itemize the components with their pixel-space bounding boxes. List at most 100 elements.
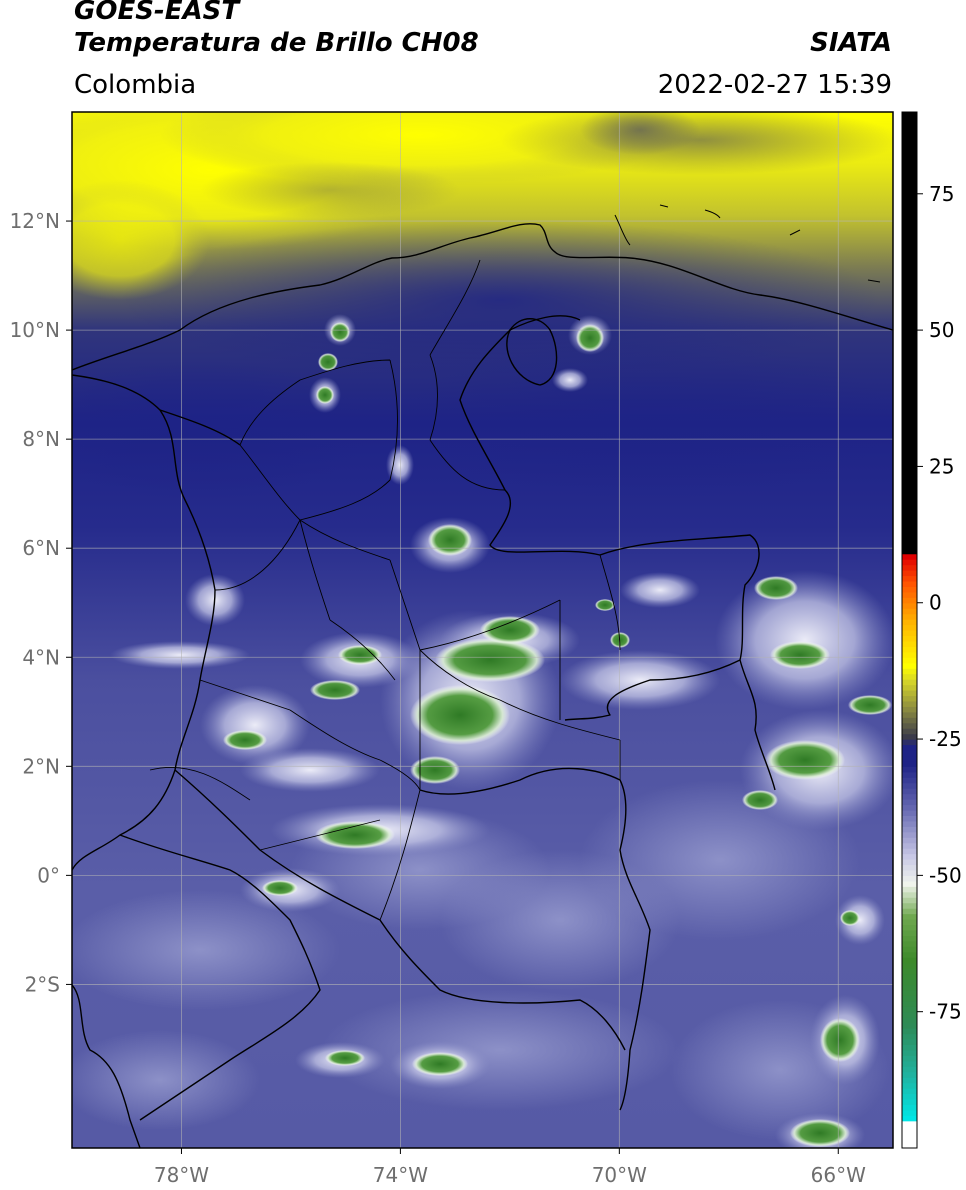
colorbar-step	[902, 264, 917, 271]
colorbar-step	[902, 428, 917, 435]
colorbar-step	[902, 924, 917, 931]
colorbar-step	[902, 270, 917, 277]
colorbar-step	[902, 450, 917, 457]
border-panama-colombia	[159, 409, 241, 446]
colorbar-step	[902, 886, 917, 893]
country-borders	[72, 204, 893, 1148]
colorbar-step	[902, 341, 917, 348]
colorbar-step	[902, 313, 917, 320]
border-venezuela-brazil	[564, 659, 741, 721]
colorbar-step	[902, 749, 917, 757]
border-colombia-peru	[174, 769, 626, 1051]
lat-tick-label-5: 2°N	[22, 754, 60, 778]
colorbar-step	[902, 962, 917, 969]
colorbar-step	[902, 929, 917, 936]
colorbar-step	[902, 177, 917, 184]
colorbar-step	[902, 210, 917, 217]
colorbar-step	[902, 1137, 917, 1144]
border-venezuela-interior	[459, 315, 581, 491]
colorbar-step	[902, 831, 917, 838]
colorbar-step	[902, 793, 917, 800]
colorbar-step	[902, 580, 917, 587]
colorbar-step	[902, 139, 917, 146]
colorbar-step	[902, 466, 917, 473]
colorbar-step	[902, 788, 917, 795]
colorbar-step	[902, 717, 917, 724]
colorbar-step	[902, 362, 917, 369]
colorbar-step	[902, 918, 917, 926]
colorbar-step	[902, 335, 917, 342]
colorbar-step	[902, 1022, 917, 1029]
colorbar-step	[902, 1060, 917, 1067]
colorbar-step	[902, 815, 917, 822]
colorbar-step	[902, 122, 917, 129]
colorbar-step	[902, 553, 917, 560]
lat-tick-label-4: 4°N	[22, 645, 60, 669]
colorbar-step	[902, 777, 917, 784]
colorbar-step	[902, 324, 917, 331]
colorbar-step	[902, 613, 917, 620]
colorbar-step	[902, 657, 917, 664]
colorbar-step	[902, 237, 917, 244]
colorbar-step	[902, 542, 917, 549]
colorbar-step	[902, 662, 917, 669]
colorbar-step	[902, 635, 917, 642]
colorbar-ticks: 75 50 25 0 -25 -50 -75	[917, 182, 962, 1024]
colorbar-step	[902, 510, 917, 517]
lon-tick-label-2: 70°W	[592, 1163, 647, 1187]
colorbar-step	[902, 630, 917, 637]
colorbar-step	[902, 946, 917, 953]
coastline-pacific	[72, 374, 216, 871]
colorbar-step	[902, 706, 917, 713]
colorbar-step	[902, 957, 917, 964]
colorbar-step	[902, 679, 917, 686]
colorbar-step	[902, 968, 917, 975]
colorbar: 75 50 25 0 -25 -50 -75	[901, 111, 962, 1149]
coastline-caribbean	[72, 223, 893, 371]
colorbar-step	[902, 973, 917, 980]
colorbar-step	[902, 869, 917, 876]
border-colombia-venezuela	[489, 489, 776, 791]
colorbar-step	[902, 150, 917, 157]
colorbar-step	[902, 684, 917, 691]
colorbar-step	[902, 575, 917, 582]
colorbar-step	[902, 188, 917, 195]
colorbar-step	[902, 286, 917, 293]
colorbar-tick-label-6: -75	[929, 1000, 962, 1024]
colorbar-step	[902, 477, 917, 484]
colorbar-step	[902, 848, 917, 855]
colorbar-step	[902, 799, 917, 806]
colorbar-step	[902, 940, 917, 947]
colorbar-step	[902, 984, 917, 991]
colorbar-step	[902, 1098, 917, 1105]
lon-tick-label-0: 78°W	[154, 1163, 209, 1187]
colorbar-step	[902, 1115, 917, 1122]
colorbar-step	[902, 161, 917, 168]
lake-maracaibo	[506, 318, 558, 386]
map-frame	[71, 111, 894, 1149]
graticule	[72, 112, 893, 1148]
colorbar-step	[902, 406, 917, 413]
colorbar-step	[902, 504, 917, 511]
region-label: Colombia	[74, 70, 197, 100]
colorbar-step	[902, 978, 917, 986]
colorbar-step	[902, 608, 917, 615]
lat-tick-label-6: 0°	[37, 863, 60, 887]
colorbar-step	[902, 297, 917, 304]
colorbar-step	[902, 537, 917, 544]
colorbar-step	[902, 275, 917, 282]
colorbar-step	[902, 330, 917, 337]
colorbar-tick-label-2: 25	[929, 454, 954, 478]
colorbar-step	[902, 488, 917, 495]
colorbar-step	[902, 471, 917, 478]
colorbar-step	[902, 913, 917, 920]
lat-tick-label-2: 8°N	[22, 427, 60, 451]
colorbar-step	[902, 515, 917, 522]
latitude-ticks: 12°N 10°N 8°N 6°N 4°N 2°N 0° 2°S	[10, 209, 72, 996]
colorbar-step	[902, 728, 917, 735]
colorbar-step	[902, 804, 917, 811]
colorbar-step	[902, 548, 917, 555]
colorbar-step	[902, 880, 917, 887]
colorbar-step	[902, 357, 917, 364]
lat-tick-label-3: 6°N	[22, 536, 60, 560]
